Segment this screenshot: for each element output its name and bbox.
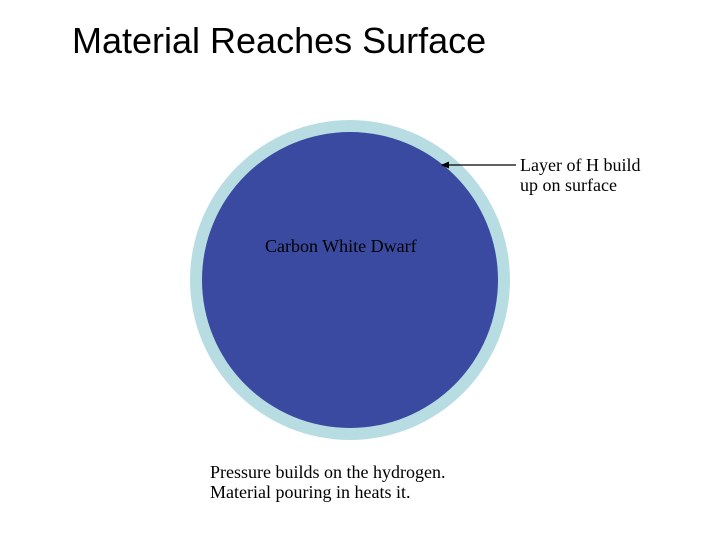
slide-stage: Material Reaches Surface Carbon White Dw… (0, 0, 720, 540)
caption-line-2: Material pouring in heats it. (210, 482, 445, 502)
callout-text: Layer of H build up on surface (520, 155, 640, 195)
core-label: Carbon White Dwarf (265, 236, 417, 257)
callout-arrow (432, 155, 526, 175)
slide-title: Material Reaches Surface (72, 20, 486, 62)
callout-line-2: up on surface (520, 175, 640, 195)
white-dwarf-core-circle (202, 132, 498, 428)
callout-line-1: Layer of H build (520, 155, 640, 175)
caption-line-1: Pressure builds on the hydrogen. (210, 462, 445, 482)
caption-text: Pressure builds on the hydrogen. Materia… (210, 462, 445, 502)
